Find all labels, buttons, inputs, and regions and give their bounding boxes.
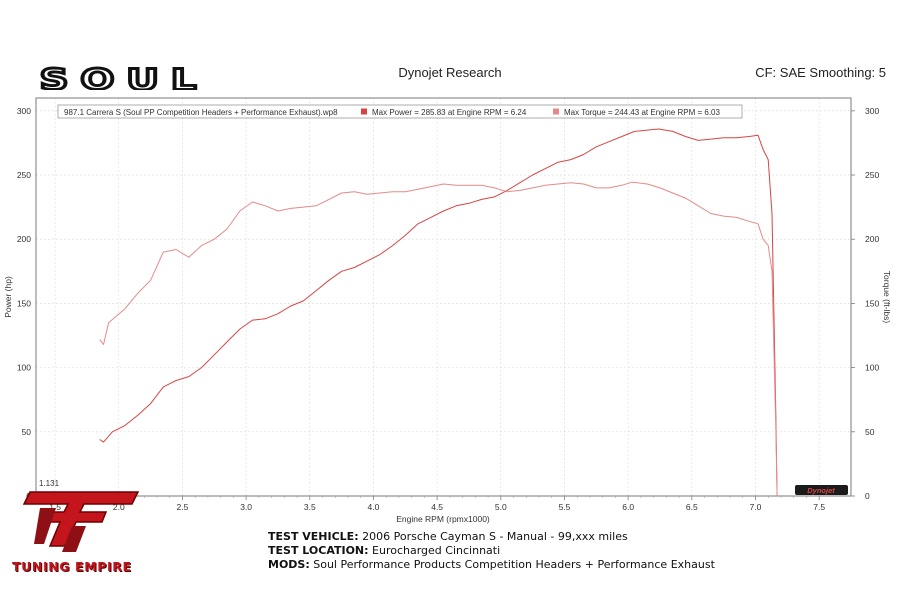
legend-run-name: 987.1 Carrera S (Soul PP Competition Hea…	[64, 108, 338, 117]
legend-max-power: Max Power = 285.83 at Engine RPM = 6.24	[372, 108, 527, 117]
x-tick-label: 5.0	[495, 502, 507, 512]
test-vehicle-label: TEST VEHICLE:	[268, 530, 359, 543]
dyno-source-title: Dynojet Research	[398, 65, 502, 80]
series-lines	[99, 128, 778, 497]
plot-frame	[35, 97, 852, 497]
x-tick-label: 7.5	[813, 502, 825, 512]
y-tick-label-left: 50	[22, 427, 32, 437]
legend-max-torque: Max Torque = 244.43 at Engine RPM = 6.03	[564, 108, 721, 117]
mods-label: MODS:	[268, 558, 310, 571]
y-tick-label-right: 100	[865, 363, 879, 373]
x-tick-label: 2.0	[113, 502, 125, 512]
x-tick-label: 7.0	[750, 502, 762, 512]
svg-text:Dynojet: Dynojet	[807, 486, 835, 495]
x-tick-label: 1.5	[49, 502, 61, 512]
x-axis-label: Engine RPM (rpmx1000)	[396, 514, 490, 524]
test-location-row: TEST LOCATION: Eurocharged Cincinnati	[268, 544, 715, 558]
y-tick-label-left: 200	[17, 234, 31, 244]
mods-value: Soul Performance Products Competition He…	[313, 558, 715, 571]
y-tick-label-right: 50	[865, 427, 875, 437]
test-vehicle-row: TEST VEHICLE: 2006 Porsche Cayman S - Ma…	[268, 530, 715, 544]
correction-factor-label: CF: SAE Smoothing: 5	[755, 65, 886, 80]
legend-power-swatch	[361, 108, 367, 115]
test-location-value: Eurocharged Cincinnati	[372, 544, 501, 557]
test-info: TEST VEHICLE: 2006 Porsche Cayman S - Ma…	[268, 530, 715, 572]
legend-box: 987.1 Carrera S (Soul PP Competition Hea…	[57, 104, 743, 119]
tuning-empire-logo	[22, 491, 140, 552]
dyno-chart: 1.5 2.0 2.5 3.0 3.5 4.0 4.5 5.0 5.5 6.0 6.5 7.0 7.5 0…	[0, 90, 900, 530]
x-tick-label: 6.0	[622, 502, 634, 512]
y-tick-label-right: 0	[865, 491, 870, 501]
y-axis-label-right: Torque (ft-lbs)	[882, 271, 892, 324]
test-vehicle-value: 2006 Porsche Cayman S - Manual - 99,xxx …	[362, 530, 628, 543]
y-tick-label-left: 250	[17, 170, 31, 180]
x-tick-label: 6.5	[686, 502, 698, 512]
series-line-power	[99, 128, 778, 497]
tuning-empire-text: TUNING EMPIRE	[12, 559, 132, 574]
y-tick-label-left: 300	[17, 106, 31, 116]
x-tick-label: 5.5	[559, 502, 571, 512]
y-tick-label-right: 250	[865, 170, 879, 180]
x-tick-label: 2.5	[177, 502, 189, 512]
corner-value: 1.131	[39, 479, 60, 488]
y-tick-label-right: 150	[865, 298, 879, 308]
series-line-torque	[99, 181, 778, 497]
y-tick-label-left: 150	[17, 298, 31, 308]
dynojet-mark: Dynojet	[795, 485, 848, 495]
x-tick-label: 4.5	[431, 502, 443, 512]
y-tick-label-right: 200	[865, 234, 879, 244]
y-axis-label-left: Power (hp)	[3, 276, 13, 318]
axis-ticks: 1.5 2.0 2.5 3.0 3.5 4.0 4.5 5.0 5.5 6.0 6.5 7.0 7.5 0…	[17, 106, 880, 512]
y-tick-label-right: 300	[865, 106, 879, 116]
x-tick-label: 3.0	[240, 502, 252, 512]
soul-logo: SOUL	[36, 60, 213, 98]
x-tick-label: 4.0	[368, 502, 380, 512]
y-tick-label-left: 100	[17, 363, 31, 373]
x-tick-label: 3.5	[304, 502, 316, 512]
test-location-label: TEST LOCATION:	[268, 544, 369, 557]
mods-row: MODS: Soul Performance Products Competit…	[268, 558, 715, 572]
legend-torque-swatch	[553, 108, 559, 115]
